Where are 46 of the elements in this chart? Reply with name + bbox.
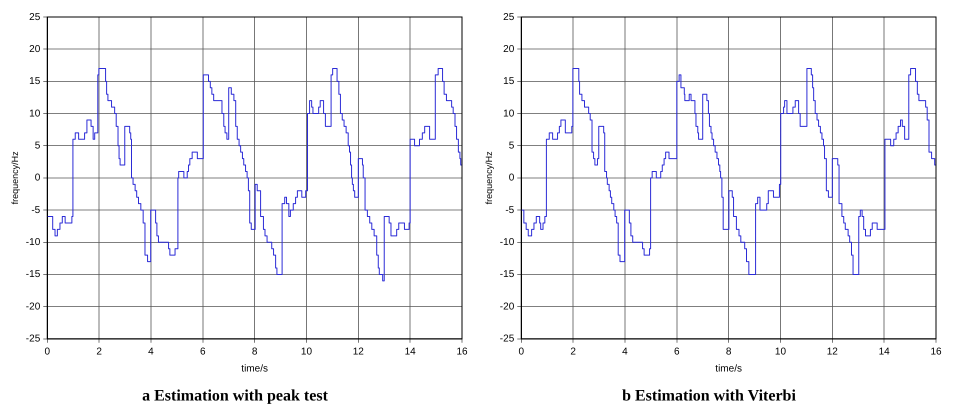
y-tick-label: -15 xyxy=(500,269,515,280)
y-tick-label: 15 xyxy=(503,76,515,88)
x-tick-label: 10 xyxy=(774,346,786,358)
y-tick-label: -15 xyxy=(26,269,41,280)
x-tick-label: 6 xyxy=(200,346,206,358)
y-tick-label: -20 xyxy=(500,301,515,312)
text: b Estimation with Viterbi xyxy=(622,388,796,405)
x-tick-label: 16 xyxy=(930,346,942,358)
y-tick-label: 20 xyxy=(29,44,41,55)
x-tick-label: 10 xyxy=(300,346,312,358)
x-tick-label: 4 xyxy=(622,346,628,358)
x-tick-label: 14 xyxy=(878,346,890,358)
y-tick-label: 0 xyxy=(508,172,515,184)
y-tick-label: 10 xyxy=(503,108,515,120)
y-tick-label: -25 xyxy=(26,334,41,345)
x-tick-label: 12 xyxy=(826,346,838,358)
x-tick-label: 4 xyxy=(148,346,154,358)
x-tick-label: 16 xyxy=(456,346,468,358)
x-tick-label: 0 xyxy=(518,346,524,358)
y-tick-label: 5 xyxy=(508,140,515,152)
y-tick-label: -25 xyxy=(500,334,515,345)
y-tick-label: 20 xyxy=(503,44,515,55)
x-tick-label: 12 xyxy=(352,346,364,358)
y-tick-label: 5 xyxy=(34,140,41,152)
y-tick-label: 10 xyxy=(29,108,41,120)
y-tick-label: 0 xyxy=(34,172,41,184)
x-tick-label: 6 xyxy=(674,346,680,358)
x-tick-label: 8 xyxy=(252,346,258,358)
y-tick-label: -20 xyxy=(26,301,41,312)
y-tick-label: 15 xyxy=(29,76,41,88)
x-tick-label: 0 xyxy=(44,346,50,358)
y-axis-title: frequency/Hz xyxy=(484,150,494,204)
y-axis-title: frequency/Hz xyxy=(10,150,20,204)
x-tick-label: 14 xyxy=(404,346,416,358)
y-tick-label: -5 xyxy=(505,204,515,216)
x-axis-title: time/s xyxy=(241,364,268,375)
y-tick-label: 25 xyxy=(29,12,41,23)
x-tick-label: 2 xyxy=(96,346,102,358)
x-tick-label: 8 xyxy=(726,346,732,358)
y-tick-label: -10 xyxy=(500,237,515,248)
x-tick-label: 2 xyxy=(570,346,576,358)
y-tick-label: 25 xyxy=(503,12,515,23)
y-tick-label: -10 xyxy=(26,237,41,248)
text: a Estimation with peak test xyxy=(142,388,329,405)
y-tick-label: -5 xyxy=(31,204,41,216)
x-axis-title: time/s xyxy=(715,364,742,375)
